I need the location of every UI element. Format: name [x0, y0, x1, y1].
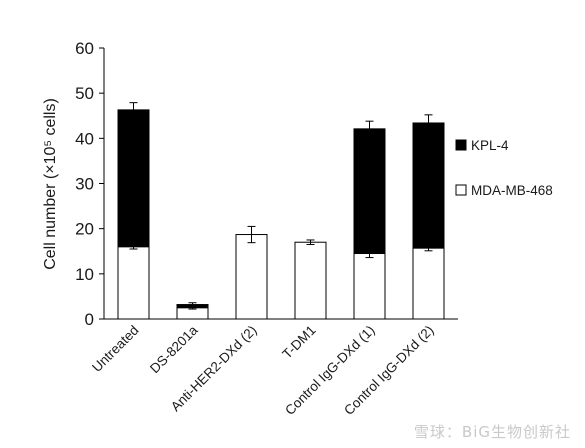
- y-axis: 0 10 20 30 40 50 60: [75, 39, 105, 329]
- y-tick-label: 50: [75, 84, 94, 103]
- bar-mda-mb-468: [235, 234, 268, 320]
- legend-label: KPL-4: [471, 138, 509, 153]
- x-category-label: Untreated: [89, 323, 142, 376]
- y-tick-label: 10: [75, 265, 94, 284]
- y-tick-label: 20: [75, 220, 94, 239]
- legend-label: MDA-MB-468: [471, 183, 553, 198]
- legend: KPL-4 MDA-MB-468: [455, 138, 553, 198]
- legend-swatch: [455, 184, 467, 196]
- error-bars: [129, 102, 433, 310]
- x-category-label: T-DM1: [279, 323, 318, 362]
- watermark: 雪球：BiG生物创新社: [413, 423, 571, 441]
- bars: [117, 109, 445, 320]
- bar-kpl-4: [412, 122, 445, 249]
- x-category-label: DS-8201a: [147, 322, 201, 376]
- bar-mda-mb-468: [117, 246, 150, 320]
- y-tick-label: 60: [75, 39, 94, 58]
- bar-mda-mb-468: [294, 241, 327, 320]
- y-axis-title: Cell number (×10⁵ cells): [42, 98, 59, 270]
- y-tick-label: 30: [75, 175, 94, 194]
- bar-mda-mb-468: [353, 253, 386, 320]
- y-tick-label: 40: [75, 129, 94, 148]
- y-tick-label: 0: [85, 310, 94, 329]
- bar-kpl-4: [353, 128, 386, 255]
- bar-mda-mb-468: [412, 247, 445, 320]
- legend-swatch: [455, 139, 467, 151]
- bar-kpl-4: [117, 109, 150, 248]
